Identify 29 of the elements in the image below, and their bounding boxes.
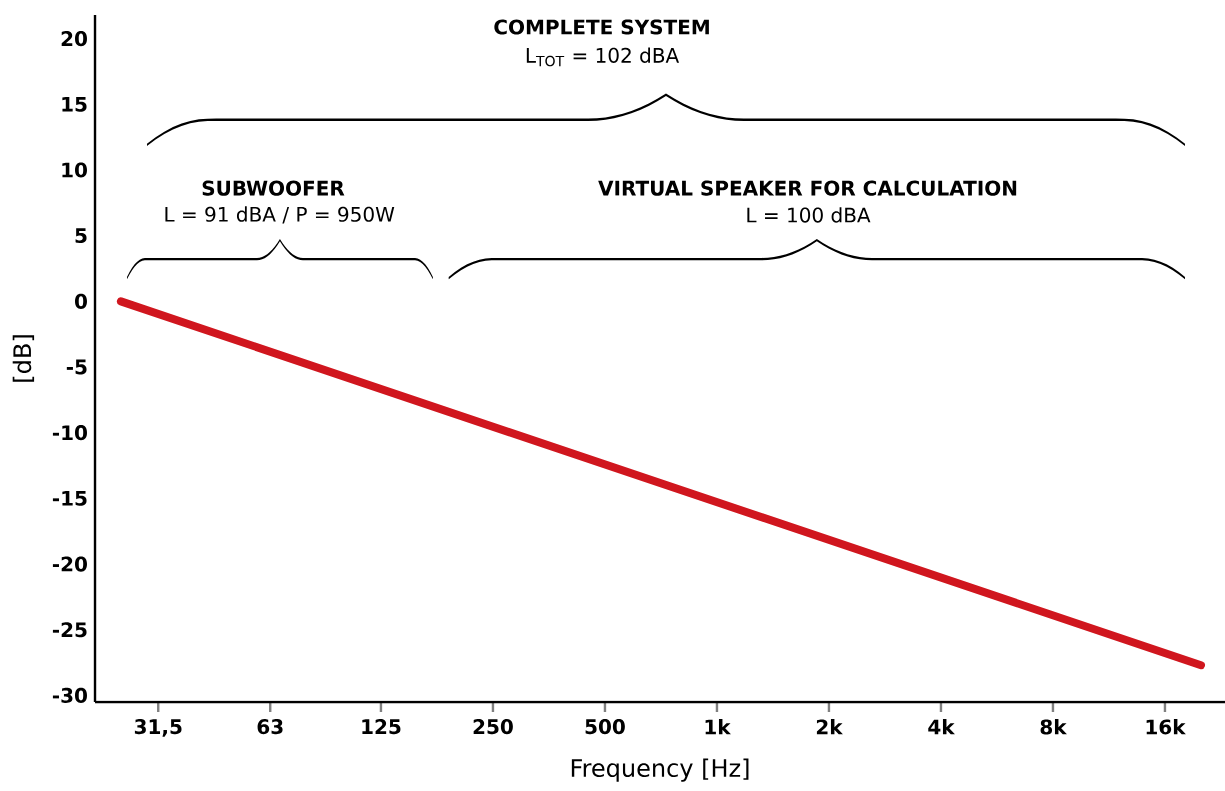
y-tick-label: 20 [61, 31, 87, 47]
y-axis-title: [dB] [12, 335, 35, 382]
annotation: L = 91 dBA / P = 950W [165, 206, 395, 224]
annotation: VIRTUAL SPEAKER FOR CALCULATION [598, 180, 1017, 196]
annotation: SUBWOOFER [202, 180, 345, 196]
annotation: COMPLETE SYSTEM [494, 19, 709, 35]
x-tick-label: 125 [362, 719, 401, 735]
y-tick-label: 5 [75, 228, 87, 244]
y-tick-label: 15 [62, 96, 87, 112]
x-tick-label: 500 [585, 719, 625, 735]
y-tick-label: -30 [52, 687, 87, 703]
y-tick-label: -10 [52, 425, 87, 441]
y-tick-label: -20 [52, 556, 87, 572]
x-axis-title: Frequency [Hz] [571, 758, 749, 782]
x-tick-label: 63 [257, 719, 283, 735]
y-tick-label: -5 [66, 359, 87, 375]
x-tick-label: 4k [928, 719, 955, 735]
y-tick-label: -15 [52, 490, 87, 506]
annotation: L = 100 dBA [747, 207, 871, 223]
y-tick-label: 0 [75, 293, 87, 309]
y-tick-label: 10 [62, 162, 87, 178]
y-tick-label: -25 [52, 622, 87, 638]
x-tick-label: 1k [705, 719, 731, 735]
annotation: L$_{TOT}$ = 102 dBA [526, 47, 680, 67]
x-tick-label: 2k [816, 719, 843, 735]
x-tick-label: 250 [473, 719, 513, 735]
x-tick-label: 8k [1040, 719, 1067, 735]
x-tick-label: 31,5 [134, 719, 182, 737]
x-tick-label: 16k [1146, 719, 1186, 735]
